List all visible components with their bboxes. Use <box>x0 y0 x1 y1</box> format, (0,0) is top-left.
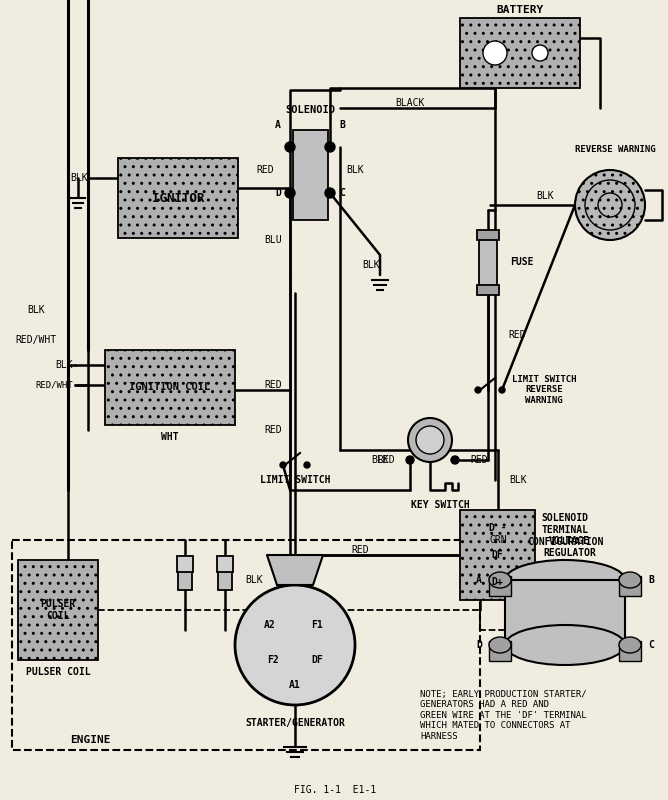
Text: WHT: WHT <box>161 432 179 442</box>
Text: D+: D+ <box>492 577 504 587</box>
Text: D: D <box>275 188 281 198</box>
Text: RED: RED <box>377 455 395 465</box>
Text: GRN: GRN <box>490 535 508 545</box>
Circle shape <box>304 462 310 468</box>
Text: BLU: BLU <box>264 235 282 245</box>
Circle shape <box>416 426 444 454</box>
FancyBboxPatch shape <box>178 568 192 590</box>
Circle shape <box>235 585 355 705</box>
FancyBboxPatch shape <box>460 510 535 600</box>
Text: PULSER COIL: PULSER COIL <box>25 667 90 677</box>
Ellipse shape <box>505 560 625 600</box>
Circle shape <box>325 142 335 152</box>
FancyBboxPatch shape <box>218 568 232 590</box>
Text: RED: RED <box>351 545 369 555</box>
Circle shape <box>285 188 295 198</box>
Text: STARTER/GENERATOR: STARTER/GENERATOR <box>245 718 345 728</box>
Text: LIMIT SWITCH
REVERSE
WARNING: LIMIT SWITCH REVERSE WARNING <box>512 375 576 405</box>
Polygon shape <box>267 555 323 585</box>
Text: NOTE; EARLY PRODUCTION STARTER/
GENERATORS HAD A RED AND
GREEN WIRE AT THE 'DF' : NOTE; EARLY PRODUCTION STARTER/ GENERATO… <box>420 690 587 741</box>
FancyBboxPatch shape <box>477 230 499 240</box>
Text: RED/WHT: RED/WHT <box>16 335 57 345</box>
Text: C: C <box>339 188 345 198</box>
Text: SOLENOID: SOLENOID <box>285 105 335 115</box>
Text: BATTERY: BATTERY <box>496 5 544 15</box>
Text: PULSER
COIL: PULSER COIL <box>40 599 75 621</box>
FancyBboxPatch shape <box>619 576 641 596</box>
Circle shape <box>575 170 645 240</box>
FancyBboxPatch shape <box>293 130 328 220</box>
Circle shape <box>408 418 452 462</box>
Ellipse shape <box>489 572 511 588</box>
Text: A1: A1 <box>289 680 301 690</box>
Text: C: C <box>648 640 654 650</box>
Text: IGNITOR: IGNITOR <box>152 191 204 205</box>
Text: RED: RED <box>470 455 488 465</box>
Circle shape <box>483 41 507 65</box>
Ellipse shape <box>619 637 641 653</box>
FancyBboxPatch shape <box>505 580 625 645</box>
Text: BLACK: BLACK <box>395 98 425 108</box>
Text: ENGINE: ENGINE <box>69 735 110 745</box>
FancyBboxPatch shape <box>217 556 233 572</box>
Text: LIMIT SWITCH: LIMIT SWITCH <box>260 475 330 485</box>
FancyBboxPatch shape <box>118 158 238 238</box>
Text: BLK: BLK <box>362 260 380 270</box>
Text: B: B <box>339 120 345 130</box>
Text: D -: D - <box>489 523 506 533</box>
FancyBboxPatch shape <box>177 556 193 572</box>
Circle shape <box>285 142 295 152</box>
Text: BLK: BLK <box>27 305 45 315</box>
Circle shape <box>280 462 286 468</box>
Circle shape <box>475 387 481 393</box>
FancyBboxPatch shape <box>105 350 235 425</box>
Ellipse shape <box>489 637 511 653</box>
Text: BLK: BLK <box>536 191 554 201</box>
Text: DF: DF <box>492 550 504 560</box>
Text: RED: RED <box>264 380 282 390</box>
FancyBboxPatch shape <box>619 641 641 661</box>
Text: VOLTAGE
REGULATOR: VOLTAGE REGULATOR <box>543 536 596 558</box>
Circle shape <box>406 456 414 464</box>
Text: A2: A2 <box>264 620 276 630</box>
Text: B: B <box>648 575 654 585</box>
Text: KEY SWITCH: KEY SWITCH <box>411 500 470 510</box>
Text: RED: RED <box>257 165 274 175</box>
Text: RED: RED <box>264 425 282 435</box>
FancyBboxPatch shape <box>460 18 580 88</box>
Text: IGNITION COIL: IGNITION COIL <box>130 382 210 393</box>
FancyBboxPatch shape <box>18 560 98 660</box>
Text: FIG. 1-1  E1-1: FIG. 1-1 E1-1 <box>294 785 376 795</box>
FancyBboxPatch shape <box>489 576 511 596</box>
FancyBboxPatch shape <box>477 285 499 295</box>
Circle shape <box>532 45 548 61</box>
Ellipse shape <box>505 625 625 665</box>
FancyBboxPatch shape <box>479 235 497 290</box>
Text: BLK: BLK <box>70 173 88 183</box>
Text: RED: RED <box>508 330 526 340</box>
Text: SOLENOID
TERMINAL
CONFIGURATION: SOLENOID TERMINAL CONFIGURATION <box>527 514 603 546</box>
Text: A: A <box>476 575 482 585</box>
Text: FUSE: FUSE <box>510 257 534 267</box>
Circle shape <box>451 456 459 464</box>
FancyBboxPatch shape <box>489 641 511 661</box>
Text: F1: F1 <box>311 620 323 630</box>
Text: REVERSE WARNING: REVERSE WARNING <box>574 146 655 154</box>
Text: BLK: BLK <box>55 360 73 370</box>
Text: F2: F2 <box>267 655 279 665</box>
Ellipse shape <box>619 572 641 588</box>
Text: DF: DF <box>311 655 323 665</box>
Text: BLK: BLK <box>346 165 364 175</box>
Text: D: D <box>476 640 482 650</box>
Text: BLK: BLK <box>245 575 263 585</box>
Circle shape <box>325 188 335 198</box>
Text: BLK: BLK <box>510 475 527 485</box>
Text: BLK: BLK <box>371 455 389 465</box>
Text: A: A <box>275 120 281 130</box>
Text: RED/WHT: RED/WHT <box>35 381 73 390</box>
Circle shape <box>499 387 505 393</box>
